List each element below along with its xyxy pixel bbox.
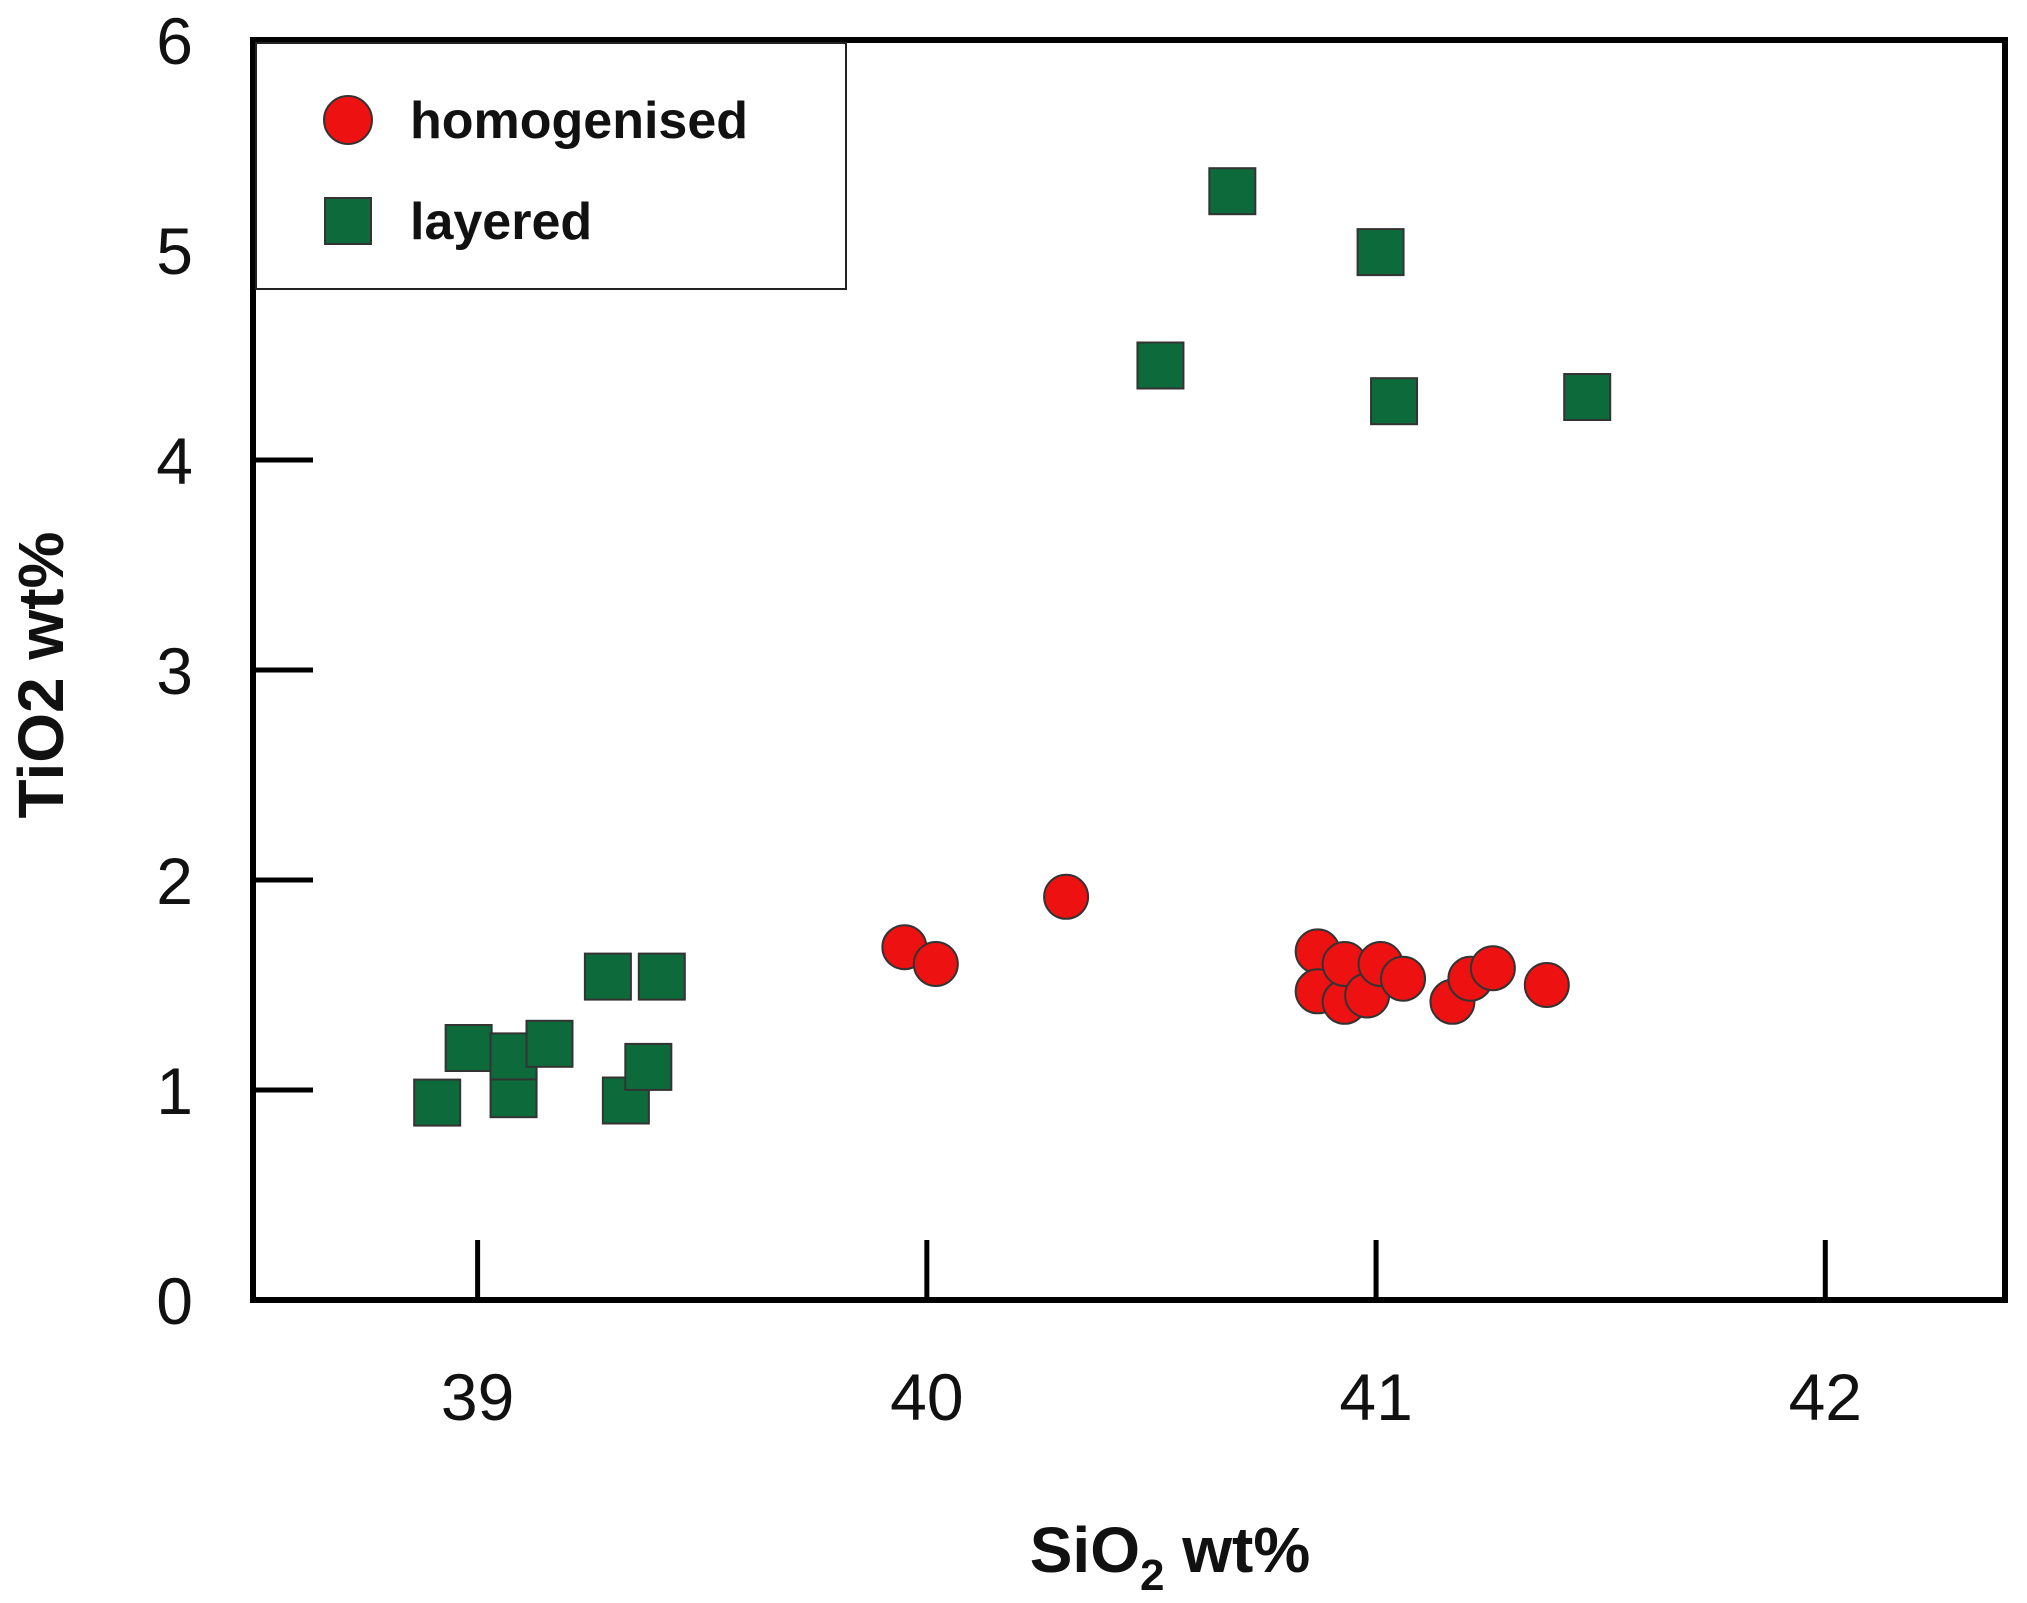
- layered-point: [1208, 167, 1257, 216]
- x-tick-label: 40: [890, 1360, 963, 1434]
- y-tick-label: 5: [156, 214, 193, 288]
- legend: homogenised layered: [255, 42, 847, 290]
- x-axis: 39 40 41 42: [441, 1240, 1862, 1434]
- y-tick-label: 3: [156, 634, 193, 708]
- legend-circle-marker: [323, 95, 373, 145]
- homogenised-point: [1523, 962, 1570, 1008]
- layered-point: [1136, 341, 1185, 390]
- y-tick-label: 1: [156, 1054, 193, 1128]
- legend-label: layered: [410, 193, 592, 251]
- y-tick-label: 2: [156, 844, 193, 918]
- layered-point: [1563, 373, 1612, 421]
- homogenised-point: [1469, 945, 1516, 992]
- homogenised-point: [1380, 955, 1427, 1002]
- x-tick-label: 42: [1789, 1360, 1862, 1434]
- homogenised-point: [912, 941, 959, 987]
- y-tick-label: 6: [156, 4, 193, 78]
- legend-box: [255, 42, 847, 290]
- y-axis: 0 1 2 3 4 5 6: [156, 4, 313, 1338]
- x-tick-label: 39: [441, 1360, 514, 1434]
- layered-point: [1370, 377, 1419, 426]
- data-marks: [413, 167, 1612, 1127]
- layered-point: [637, 952, 686, 1001]
- layered-point: [1356, 228, 1405, 277]
- x-axis-title: SiO2 wt%: [1030, 1514, 1311, 1600]
- layered-point: [624, 1042, 673, 1091]
- layered-point: [444, 1024, 493, 1072]
- homogenised-point: [1043, 873, 1090, 920]
- legend-square-marker: [324, 197, 372, 245]
- legend-label: homogenised: [410, 92, 748, 150]
- x-tick-label: 41: [1339, 1360, 1412, 1434]
- layered-point: [583, 952, 632, 1001]
- y-tick-label: 4: [156, 424, 193, 498]
- y-axis-title: TiO2 wt%: [5, 532, 77, 819]
- layered-point: [525, 1019, 574, 1068]
- layered-point: [413, 1078, 462, 1127]
- y-tick-label: 0: [156, 1264, 193, 1338]
